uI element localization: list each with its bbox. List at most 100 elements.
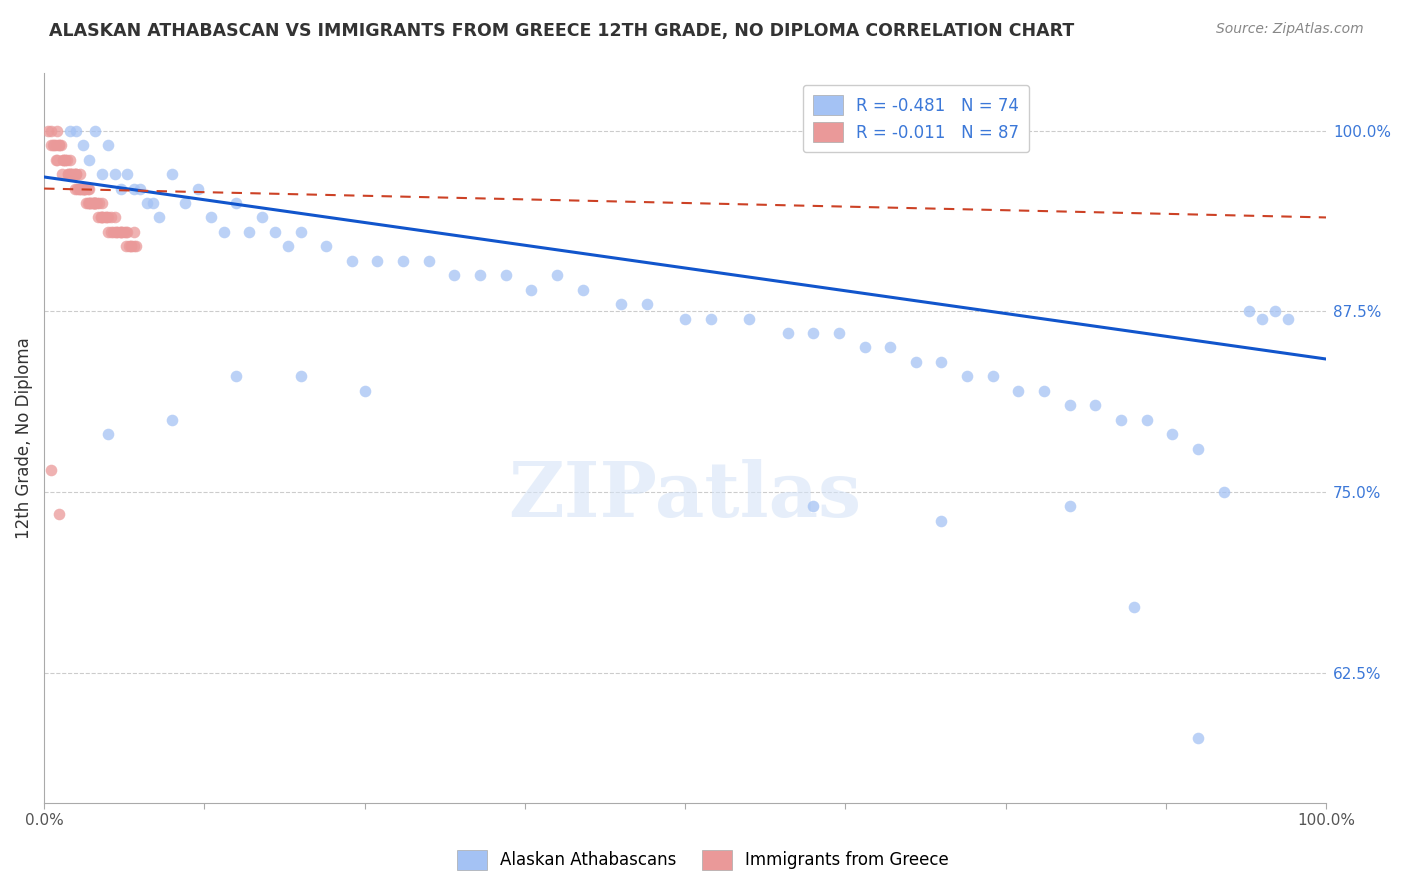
Point xyxy=(79,196,101,211)
Point xyxy=(79,196,101,211)
Point xyxy=(89,211,111,225)
Point xyxy=(263,225,285,239)
Point xyxy=(104,167,127,181)
Point xyxy=(77,153,100,167)
Point xyxy=(107,225,129,239)
Point xyxy=(94,211,117,225)
Point xyxy=(66,181,89,195)
Point xyxy=(87,211,110,225)
Point xyxy=(90,211,112,225)
Point xyxy=(70,181,93,195)
Point xyxy=(981,369,1004,384)
Point xyxy=(1251,311,1274,326)
Point xyxy=(91,211,114,225)
Point xyxy=(100,211,122,225)
Point xyxy=(212,225,235,239)
Point xyxy=(418,253,440,268)
Point xyxy=(277,239,299,253)
Point xyxy=(48,138,70,153)
Point xyxy=(97,427,120,442)
Point xyxy=(59,124,82,138)
Point xyxy=(48,138,70,153)
Point xyxy=(39,138,62,153)
Point xyxy=(1033,384,1056,398)
Point xyxy=(59,167,82,181)
Point xyxy=(72,181,94,195)
Point xyxy=(97,225,120,239)
Point xyxy=(62,167,84,181)
Point xyxy=(238,225,260,239)
Point xyxy=(110,225,132,239)
Point xyxy=(340,253,363,268)
Point xyxy=(73,181,96,195)
Point xyxy=(315,239,337,253)
Point xyxy=(117,167,139,181)
Point xyxy=(53,153,76,167)
Point xyxy=(776,326,799,340)
Point xyxy=(122,239,145,253)
Point xyxy=(225,196,247,211)
Point xyxy=(84,124,107,138)
Point xyxy=(135,196,157,211)
Point xyxy=(129,181,152,195)
Point xyxy=(250,211,273,225)
Point xyxy=(97,211,120,225)
Point xyxy=(495,268,517,283)
Point xyxy=(125,239,148,253)
Point xyxy=(42,138,65,153)
Point xyxy=(1237,304,1260,318)
Point xyxy=(699,311,721,326)
Legend: Alaskan Athabascans, Immigrants from Greece: Alaskan Athabascans, Immigrants from Gre… xyxy=(450,843,956,877)
Point xyxy=(72,138,94,153)
Text: Source: ZipAtlas.com: Source: ZipAtlas.com xyxy=(1216,22,1364,37)
Point xyxy=(89,196,111,211)
Point xyxy=(45,153,67,167)
Point xyxy=(187,181,209,195)
Point xyxy=(45,138,67,153)
Point xyxy=(931,355,953,369)
Point xyxy=(118,239,141,253)
Point xyxy=(76,196,98,211)
Point xyxy=(39,463,62,477)
Point xyxy=(58,167,80,181)
Point xyxy=(65,167,87,181)
Point xyxy=(353,384,375,398)
Point xyxy=(120,239,142,253)
Point xyxy=(104,225,127,239)
Point xyxy=(89,211,111,225)
Point xyxy=(52,153,75,167)
Point xyxy=(44,138,66,153)
Point xyxy=(60,167,83,181)
Point xyxy=(162,167,184,181)
Point xyxy=(162,413,184,427)
Point xyxy=(37,124,59,138)
Point xyxy=(853,341,876,355)
Point xyxy=(1084,398,1107,412)
Point xyxy=(115,225,138,239)
Point xyxy=(1109,413,1132,427)
Point xyxy=(122,225,145,239)
Point xyxy=(72,181,94,195)
Point xyxy=(63,181,86,195)
Point xyxy=(1212,484,1234,499)
Point xyxy=(468,268,491,283)
Legend: R = -0.481   N = 74, R = -0.011   N = 87: R = -0.481 N = 74, R = -0.011 N = 87 xyxy=(803,85,1029,153)
Point xyxy=(1277,311,1299,326)
Point xyxy=(77,181,100,195)
Point xyxy=(1264,304,1286,318)
Point xyxy=(546,268,568,283)
Point xyxy=(75,181,97,195)
Point xyxy=(110,181,132,195)
Point xyxy=(110,225,132,239)
Point xyxy=(90,167,112,181)
Point xyxy=(879,341,901,355)
Point xyxy=(115,239,138,253)
Point xyxy=(956,369,979,384)
Point xyxy=(49,138,72,153)
Point xyxy=(610,297,633,311)
Point xyxy=(84,196,107,211)
Point xyxy=(103,225,125,239)
Point xyxy=(636,297,658,311)
Point xyxy=(94,211,117,225)
Point xyxy=(45,124,67,138)
